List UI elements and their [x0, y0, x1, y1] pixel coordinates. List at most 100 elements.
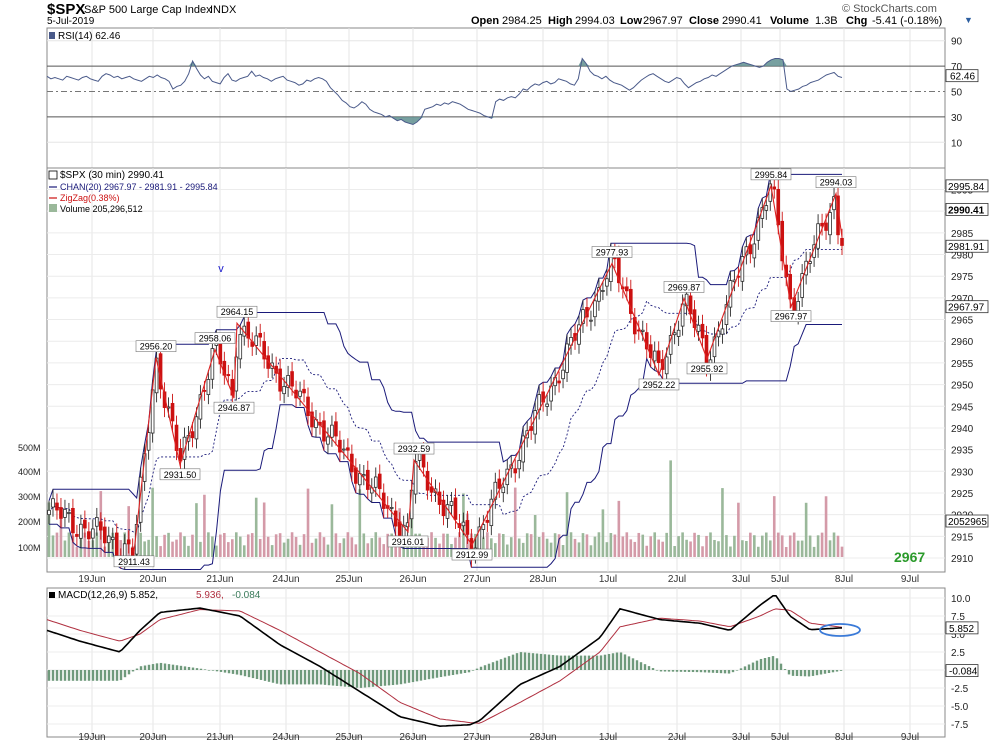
macd-histogram-bar [431, 670, 435, 679]
price-tick-label: 2915 [951, 532, 974, 543]
price-x-label: 28Jun [529, 574, 556, 585]
price-tick-label: 2975 [951, 272, 974, 283]
volume-bar [609, 533, 613, 557]
candle-body [302, 388, 306, 394]
macd-histogram-bar [507, 656, 511, 670]
candle-body [664, 356, 669, 375]
volume-tick-label: 400M [18, 467, 41, 477]
macd-histogram-bar [623, 654, 627, 670]
change-dropdown-icon[interactable]: ▼ [964, 15, 973, 25]
macd-histogram-bar [547, 654, 551, 670]
macd-histogram-bar [743, 666, 747, 670]
volume-bar [338, 543, 342, 557]
index-name: S&P 500 Large Cap Index [84, 4, 212, 16]
volume-bar [342, 538, 346, 557]
volume-bar [637, 532, 641, 557]
volume-bar [557, 534, 561, 557]
price-tick-label: 2970 [951, 294, 974, 305]
v-marker: v [218, 263, 224, 275]
macd-histogram-bar [423, 670, 427, 680]
candle-body [728, 280, 733, 308]
candle-body [373, 476, 378, 488]
candle-body [489, 498, 494, 527]
volume-bar [701, 546, 704, 557]
candle-body [828, 212, 832, 236]
pivot-label: 2967.97 [775, 312, 808, 322]
macd-histogram-bar [531, 653, 535, 670]
price-x-label: 2Jul [668, 574, 686, 585]
volume-bar [282, 542, 286, 557]
candle-body [497, 478, 502, 489]
volume-bar [51, 535, 55, 557]
candle-body [202, 390, 207, 392]
change-label: Chg [846, 15, 868, 27]
rsi-legend-swatch [49, 32, 55, 39]
pivot-label-box [135, 340, 177, 353]
macd-histogram-bar [639, 662, 643, 670]
macd-histogram-bar [323, 670, 327, 685]
macd-histogram-bar [575, 655, 579, 670]
macd-histogram-bar [635, 660, 639, 670]
candle-body [334, 421, 338, 437]
volume-bar [585, 534, 589, 557]
volume-bar [314, 538, 318, 557]
volume-bar [729, 546, 732, 557]
volume-bar [737, 502, 740, 557]
candle-body [146, 432, 151, 451]
candle-body [306, 396, 310, 417]
volume-bar [573, 538, 577, 557]
macd-histogram-bar [415, 670, 419, 682]
pivot-label: 2911.43 [118, 557, 150, 567]
volume-bar [569, 532, 573, 557]
macd-histogram-bar [175, 665, 179, 670]
macd-histogram-bar [771, 656, 775, 670]
macd-histogram-bar [227, 670, 231, 674]
candle-body [91, 528, 95, 539]
volume-bar [497, 533, 501, 557]
candle-body [640, 329, 645, 332]
volume-bar [621, 536, 625, 557]
candle-body [194, 416, 199, 440]
volume-bar [219, 534, 222, 557]
macd-histogram-bar [63, 670, 67, 681]
volume-bar [593, 536, 597, 557]
price-panel: 19Jun 20Jun 21Jun 24Jun 25Jun 26Jun 27Jun 28Jun… [18, 167, 989, 585]
candle-body [772, 186, 777, 190]
price-legend-swatch [48, 170, 58, 180]
macd-histogram-bar [607, 653, 611, 670]
volume-bar [406, 537, 409, 557]
macd-histogram-bar [71, 670, 75, 681]
macd-histogram-bar [815, 670, 819, 676]
macd-histogram-bar [695, 670, 699, 673]
macd-histogram-bar [215, 670, 219, 672]
macd-histogram-bar [767, 657, 771, 670]
pivot-label: 2977.93 [596, 248, 629, 258]
macd-histogram-bar [443, 670, 447, 677]
volume-bar [207, 532, 210, 557]
macd-histogram-bar [827, 670, 831, 674]
exchange-label: INDX [210, 4, 237, 16]
volume-tick-label: 200M [18, 517, 41, 527]
pivot-label: 2932.59 [398, 444, 431, 454]
macd-histogram-bar [243, 670, 247, 677]
macd-histogram-bar [643, 664, 647, 670]
macd-line [46, 595, 843, 728]
volume-bar [808, 535, 812, 557]
volume-bar [741, 540, 744, 557]
volume-bar [159, 546, 162, 557]
macd-histogram-bar [123, 670, 127, 678]
candle-body [533, 410, 537, 435]
volume-bar [629, 539, 633, 557]
candle-body [748, 244, 753, 255]
candle-body [449, 501, 454, 506]
volume-bar [274, 534, 278, 557]
volume-bar [298, 544, 302, 557]
volume-bar [422, 543, 425, 557]
chan-legend: CHAN(20) 2967.97 - 2981.91 - 2995.84 [60, 182, 218, 192]
volume-bar [346, 532, 350, 557]
macd-x-label: 26Jun [399, 732, 426, 743]
macd-histogram-bar [579, 655, 583, 670]
price-x-label: 27Jun [463, 574, 490, 585]
candle-body [565, 343, 569, 373]
channel-upper-line [48, 173, 842, 501]
